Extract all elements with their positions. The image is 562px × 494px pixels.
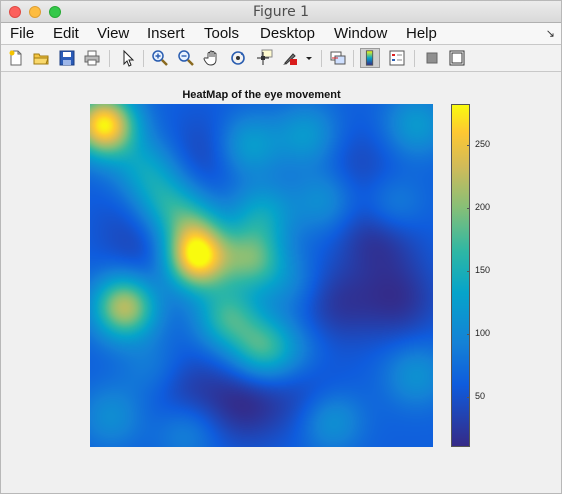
menu-help[interactable]: Help [406, 25, 437, 42]
colorbar-tick-mark [467, 396, 470, 398]
menu-bar: File Edit View Insert Tools Desktop Wind… [1, 23, 561, 45]
colorbar-tick-mark [467, 145, 470, 147]
pan-hand-icon[interactable] [203, 49, 221, 67]
show-plot-tools-icon[interactable] [448, 49, 466, 67]
zoom-in-icon[interactable] [151, 49, 169, 67]
colorbar-tick-label: 50 [475, 390, 486, 401]
dock-arrow-icon[interactable]: ↘ [545, 28, 555, 40]
new-figure-icon[interactable] [7, 49, 25, 67]
colorbar-tick-label: 250 [475, 139, 491, 150]
colorbar-tick-label: 200 [475, 202, 491, 213]
insert-colorbar-icon[interactable] [360, 48, 380, 68]
toolbar-separator [414, 50, 415, 67]
toolbar-separator [321, 50, 322, 67]
colorbar-tick-mark [467, 333, 470, 335]
heatmap-image[interactable] [90, 104, 433, 447]
colorbar-tick-mark [467, 208, 470, 210]
edit-plot-arrow-icon[interactable] [119, 49, 137, 67]
menu-tools[interactable]: Tools [204, 25, 240, 42]
brush-dropdown-icon[interactable] [303, 49, 315, 67]
figure-toolbar [1, 45, 561, 72]
menu-insert[interactable]: Insert [147, 25, 185, 42]
zoom-window-button[interactable] [49, 6, 61, 18]
colorbar-tick-mark [467, 271, 470, 273]
toolbar-separator [143, 50, 144, 67]
brush-icon[interactable] [281, 49, 299, 67]
zoom-out-icon[interactable] [177, 49, 195, 67]
window-title: Figure 1 [252, 4, 310, 20]
link-plot-icon[interactable] [329, 49, 347, 67]
close-window-button[interactable] [9, 6, 21, 18]
colorbar-tick-label: 150 [475, 265, 491, 276]
menu-edit[interactable]: Edit [53, 25, 79, 42]
colorbar-tick-label: 100 [475, 327, 491, 338]
menu-desktop[interactable]: Desktop [260, 25, 316, 42]
colorbar[interactable] [451, 104, 470, 447]
menu-view[interactable]: View [97, 25, 130, 42]
plot-title: HeatMap of the eye movement [182, 89, 341, 101]
print-icon[interactable] [83, 49, 101, 67]
title-bar[interactable]: Figure 1 [1, 1, 561, 23]
menu-file[interactable]: File [10, 25, 35, 42]
menu-window[interactable]: Window [334, 25, 388, 42]
hide-plot-tools-icon[interactable] [423, 49, 441, 67]
toolbar-separator [109, 50, 110, 67]
data-cursor-icon[interactable] [255, 49, 273, 67]
save-icon[interactable] [58, 49, 76, 67]
rotate-3d-icon[interactable] [229, 49, 247, 67]
minimize-window-button[interactable] [29, 6, 41, 18]
open-file-icon[interactable] [32, 49, 50, 67]
toolbar-separator [353, 50, 354, 67]
insert-legend-icon[interactable] [388, 49, 406, 67]
